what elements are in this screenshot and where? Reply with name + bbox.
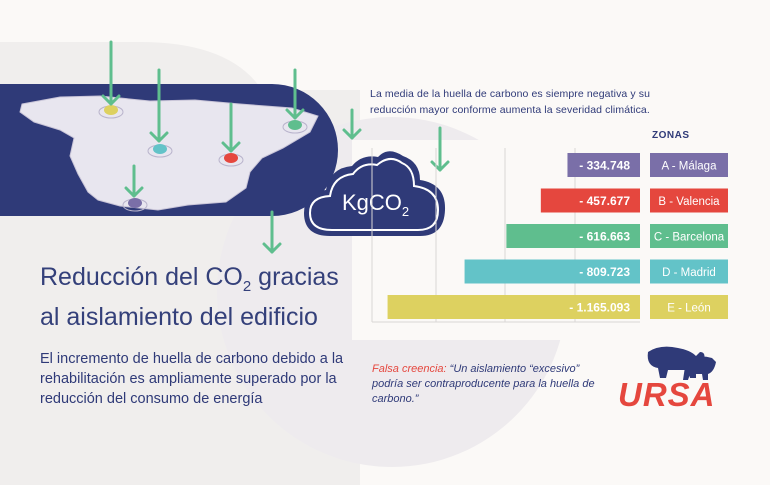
marker-len [104, 105, 118, 115]
zone-badge [650, 188, 728, 213]
zone-badge [650, 259, 728, 284]
marker-mlaga [128, 198, 142, 208]
zonas-heading: ZONAS [652, 130, 690, 141]
marker-madrid [153, 144, 167, 154]
cloud-outline [308, 158, 440, 231]
arrow-down-icon [285, 68, 305, 120]
chart-bars: - 334.748 - 457.677 - 616.663 - 809.723 - 1.… [387, 153, 640, 319]
bar-value-label: - 457.677 [579, 194, 630, 208]
bar-valencia [540, 188, 640, 213]
headline: Reducción del CO2 gracias al aislamiento… [40, 262, 339, 332]
arrow-down-icon [262, 210, 282, 254]
arrow-down-icon [342, 108, 362, 140]
map-markers [98, 105, 308, 212]
zone-label: D - Madrid [662, 267, 716, 279]
arrow-down-icon [221, 102, 241, 153]
green-arrows [101, 40, 450, 254]
headline-subscript: 2 [242, 278, 252, 295]
bar-value-label: - 334.748 [579, 159, 630, 173]
false-belief-text: “Un aislamiento “excesivo” podría ser co… [372, 363, 595, 405]
bar-len [387, 295, 640, 319]
zone-label: E - León [667, 303, 710, 315]
bar-barcelona [506, 224, 640, 248]
bears-logo-icon [647, 346, 716, 380]
bar-madrid [464, 259, 640, 284]
bar-value-label: - 1.165.093 [569, 301, 630, 315]
cloud-icon [304, 151, 446, 236]
headline-part1: Reducción del CO [40, 263, 243, 291]
marker-valencia [224, 153, 238, 163]
zone-badge [650, 224, 728, 248]
description: El incremento de huella de carbono debid… [40, 351, 344, 407]
bar-mlaga [567, 153, 640, 177]
brand-logo: URSA [618, 376, 716, 413]
headline-line2: al aislamiento del edificio [40, 303, 318, 331]
cloud-label: KgCO2 [342, 190, 409, 219]
bar-value-label: - 809.723 [579, 265, 630, 279]
zone-badge [650, 295, 728, 319]
bar-value-label: - 616.663 [579, 230, 630, 244]
zone-label: C - Barcelona [654, 232, 725, 244]
arrow-down-icon [124, 164, 144, 198]
marker-barcelona [288, 120, 302, 130]
false-belief-label: Falsa creencia: [372, 363, 447, 375]
cloud-label-sub: 2 [402, 204, 409, 219]
arrow-down-icon [149, 68, 169, 143]
zone-label: B - Valencia [658, 196, 720, 208]
spain-map [19, 95, 319, 211]
chart-note: La media de la huella de carbono es siem… [370, 88, 651, 116]
arrow-down-icon [101, 40, 121, 106]
headline-part2: gracias [251, 263, 339, 291]
zone-badge [650, 153, 728, 177]
false-belief: Falsa creencia: “Un aislamiento “excesiv… [372, 362, 602, 407]
arrow-down-icon [430, 126, 450, 172]
zone-legend: A - Málaga B - Valencia C - Barcelona D - M… [650, 153, 728, 319]
zone-label: A - Málaga [662, 161, 718, 173]
